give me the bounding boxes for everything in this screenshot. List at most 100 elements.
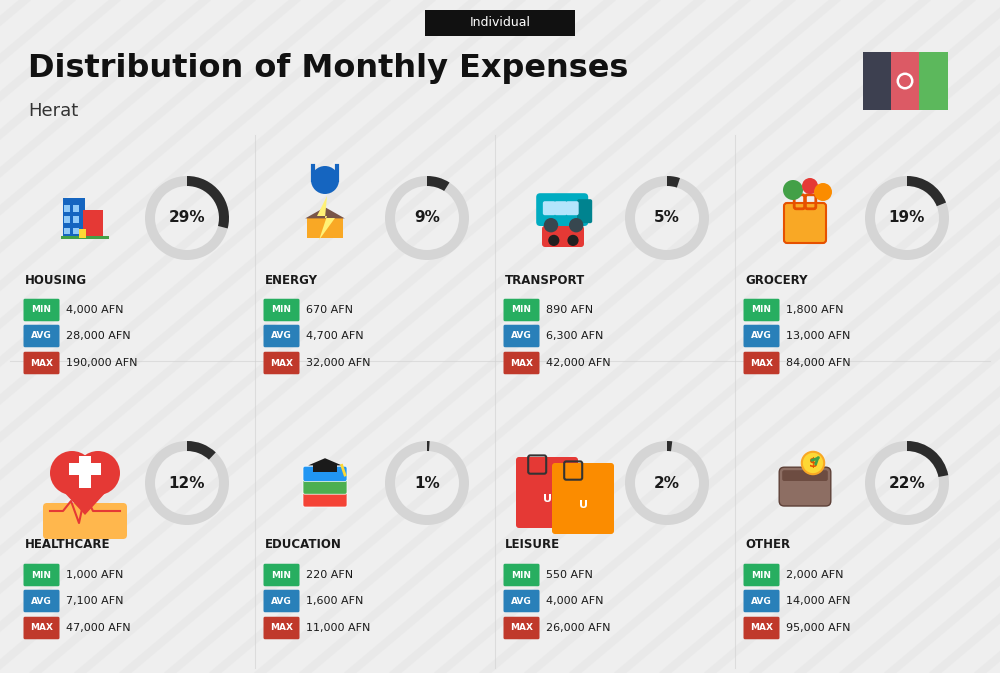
FancyBboxPatch shape xyxy=(63,198,85,238)
Wedge shape xyxy=(625,441,709,525)
FancyBboxPatch shape xyxy=(313,466,337,472)
FancyBboxPatch shape xyxy=(504,564,540,586)
FancyBboxPatch shape xyxy=(543,201,556,215)
Text: AVG: AVG xyxy=(511,596,532,606)
Circle shape xyxy=(814,183,832,201)
Text: Individual: Individual xyxy=(470,17,530,30)
Wedge shape xyxy=(907,176,946,206)
FancyBboxPatch shape xyxy=(264,299,299,321)
Text: ENERGY: ENERGY xyxy=(265,273,318,287)
FancyBboxPatch shape xyxy=(24,299,60,321)
FancyBboxPatch shape xyxy=(919,52,948,110)
FancyBboxPatch shape xyxy=(24,325,60,347)
Text: 2%: 2% xyxy=(654,476,680,491)
Text: MAX: MAX xyxy=(270,623,293,633)
Text: 1%: 1% xyxy=(414,476,440,491)
Text: MIN: MIN xyxy=(752,571,772,579)
Text: 42,000 AFN: 42,000 AFN xyxy=(546,358,611,368)
FancyBboxPatch shape xyxy=(73,205,79,211)
Text: GROCERY: GROCERY xyxy=(745,273,808,287)
Text: 2,000 AFN: 2,000 AFN xyxy=(786,570,844,580)
FancyBboxPatch shape xyxy=(79,456,91,488)
Wedge shape xyxy=(907,441,948,477)
Text: AVG: AVG xyxy=(271,332,292,341)
Text: MAX: MAX xyxy=(510,623,533,633)
Text: 29%: 29% xyxy=(169,211,205,225)
Polygon shape xyxy=(51,478,119,515)
Text: 95,000 AFN: 95,000 AFN xyxy=(786,623,851,633)
Wedge shape xyxy=(385,441,469,525)
Circle shape xyxy=(548,235,559,246)
FancyBboxPatch shape xyxy=(83,210,103,238)
Wedge shape xyxy=(865,176,949,260)
FancyBboxPatch shape xyxy=(504,299,540,321)
FancyBboxPatch shape xyxy=(425,10,575,36)
Text: LEISURE: LEISURE xyxy=(505,538,560,551)
Text: MAX: MAX xyxy=(510,359,533,367)
Text: 1,600 AFN: 1,600 AFN xyxy=(306,596,363,606)
FancyBboxPatch shape xyxy=(542,226,584,247)
FancyBboxPatch shape xyxy=(504,590,540,612)
Polygon shape xyxy=(308,458,342,466)
FancyBboxPatch shape xyxy=(536,193,588,226)
Text: Distribution of Monthly Expenses: Distribution of Monthly Expenses xyxy=(28,52,628,83)
Text: MIN: MIN xyxy=(512,306,532,314)
Text: 5%: 5% xyxy=(654,211,680,225)
Text: 890 AFN: 890 AFN xyxy=(546,305,593,315)
Text: 9%: 9% xyxy=(414,211,440,225)
Text: AVG: AVG xyxy=(751,332,772,341)
Circle shape xyxy=(802,452,824,474)
Text: MAX: MAX xyxy=(750,623,773,633)
FancyBboxPatch shape xyxy=(264,352,299,374)
FancyBboxPatch shape xyxy=(516,457,578,528)
Text: MIN: MIN xyxy=(32,306,52,314)
Text: 19%: 19% xyxy=(889,211,925,225)
Text: MIN: MIN xyxy=(272,306,292,314)
Circle shape xyxy=(50,451,94,495)
FancyBboxPatch shape xyxy=(303,479,347,494)
FancyBboxPatch shape xyxy=(891,52,919,110)
FancyBboxPatch shape xyxy=(43,503,127,539)
Circle shape xyxy=(311,166,339,194)
Circle shape xyxy=(896,73,914,90)
FancyBboxPatch shape xyxy=(744,299,780,321)
Wedge shape xyxy=(865,441,949,525)
Text: U: U xyxy=(543,494,552,504)
Text: 13,000 AFN: 13,000 AFN xyxy=(786,331,850,341)
FancyBboxPatch shape xyxy=(303,466,347,481)
FancyBboxPatch shape xyxy=(779,467,831,506)
Text: AVG: AVG xyxy=(31,332,52,341)
FancyBboxPatch shape xyxy=(24,564,60,586)
Wedge shape xyxy=(187,176,229,228)
Circle shape xyxy=(567,235,579,246)
Text: 550 AFN: 550 AFN xyxy=(546,570,593,580)
Text: MAX: MAX xyxy=(30,623,53,633)
FancyBboxPatch shape xyxy=(24,590,60,612)
Text: 1,000 AFN: 1,000 AFN xyxy=(66,570,123,580)
FancyBboxPatch shape xyxy=(24,352,60,374)
Text: 47,000 AFN: 47,000 AFN xyxy=(66,623,131,633)
Text: 190,000 AFN: 190,000 AFN xyxy=(66,358,138,368)
Text: MIN: MIN xyxy=(272,571,292,579)
FancyBboxPatch shape xyxy=(64,227,70,234)
Text: 22%: 22% xyxy=(889,476,925,491)
Text: AVG: AVG xyxy=(31,596,52,606)
Text: U: U xyxy=(578,500,588,510)
FancyBboxPatch shape xyxy=(264,590,299,612)
Text: 4,700 AFN: 4,700 AFN xyxy=(306,331,364,341)
FancyBboxPatch shape xyxy=(577,199,592,223)
Text: 6,300 AFN: 6,300 AFN xyxy=(546,331,603,341)
FancyBboxPatch shape xyxy=(744,616,780,639)
FancyBboxPatch shape xyxy=(69,463,101,475)
Text: 12%: 12% xyxy=(169,476,205,491)
Text: MIN: MIN xyxy=(32,571,52,579)
FancyBboxPatch shape xyxy=(504,616,540,639)
Text: TRANSPORT: TRANSPORT xyxy=(505,273,585,287)
Wedge shape xyxy=(427,441,430,451)
FancyBboxPatch shape xyxy=(862,52,891,110)
FancyBboxPatch shape xyxy=(61,236,109,239)
Text: 1,800 AFN: 1,800 AFN xyxy=(786,305,844,315)
FancyBboxPatch shape xyxy=(73,227,79,234)
Text: MIN: MIN xyxy=(512,571,532,579)
Text: 7,100 AFN: 7,100 AFN xyxy=(66,596,124,606)
